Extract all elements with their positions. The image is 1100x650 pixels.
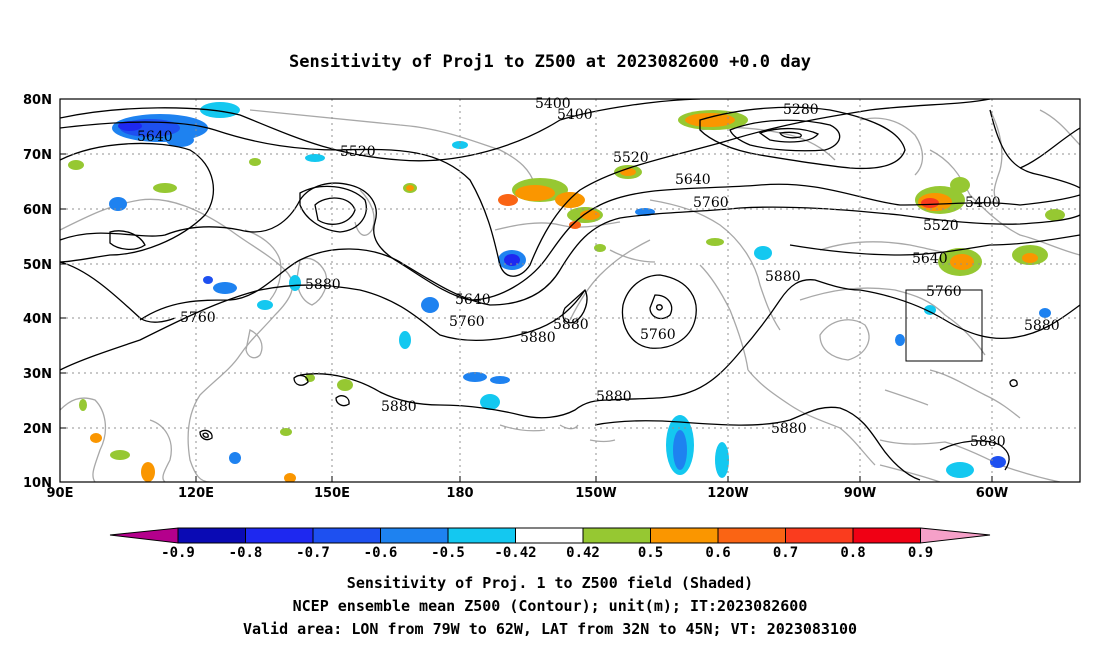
- contour-label: 5880: [520, 330, 556, 346]
- contour-label: 5880: [970, 434, 1006, 450]
- caption-line-1: Sensitivity of Proj. 1 to Z500 field (Sh…: [347, 574, 753, 592]
- lon-label: 90W: [844, 486, 876, 501]
- colorbar-swatch: [245, 527, 314, 544]
- contour-label: 5640: [912, 251, 948, 267]
- map-frame: [59, 98, 1081, 483]
- colorbar-label: 0.42: [566, 545, 600, 561]
- colorbar-label: -0.7: [296, 545, 330, 561]
- coastlines: [60, 109, 1080, 482]
- lat-label: 20N: [23, 422, 52, 437]
- colorbar-swatch: [717, 527, 786, 544]
- contour-label: 5880: [1024, 318, 1060, 334]
- colorbar-right-arrow: [920, 527, 991, 544]
- colorbar-swatch: [380, 527, 449, 544]
- lon-label: 90E: [47, 486, 74, 501]
- colorbar-swatch: [852, 527, 921, 544]
- graticule: [60, 99, 1080, 482]
- contour-label: 5520: [613, 150, 649, 166]
- contour-label: 5400: [557, 107, 593, 123]
- colorbar-label: 0.6: [705, 545, 730, 561]
- contour-label: 5400: [965, 195, 1001, 211]
- lon-label: 180: [446, 486, 473, 501]
- lat-label: 80N: [23, 93, 52, 108]
- contour-label: 5760: [449, 314, 485, 330]
- contour-label: 5880: [381, 399, 417, 415]
- colorbar-label: 0.5: [638, 545, 663, 561]
- contour-label: 5760: [180, 310, 216, 326]
- colorbar-swatch: [312, 527, 381, 544]
- contour-label: 5400: [535, 96, 571, 112]
- map-area: 5400 5400 5280 5640 5520 5520 5640 5760 …: [23, 93, 1081, 501]
- colorbar-swatch: [785, 527, 854, 544]
- lon-label: 120E: [178, 486, 214, 501]
- contour-label: 5520: [923, 218, 959, 234]
- lon-label: 150W: [575, 486, 616, 501]
- colorbar-label: -0.42: [494, 545, 536, 561]
- contour-label: 5880: [765, 269, 801, 285]
- colorbar-label: 0.7: [773, 545, 798, 561]
- caption-line-3: Valid area: LON from 79W to 62W, LAT fro…: [243, 620, 857, 638]
- lon-label: 60W: [976, 486, 1008, 501]
- colorbar-label: -0.6: [364, 545, 398, 561]
- contour-label: 5760: [926, 284, 962, 300]
- lat-label: 10N: [23, 476, 52, 491]
- lat-label: 40N: [23, 312, 52, 327]
- lat-label: 60N: [23, 203, 52, 218]
- figure-title: Sensitivity of Proj1 to Z500 at 20230826…: [289, 52, 811, 72]
- colorbar-swatch: [515, 527, 584, 544]
- contour-label: 5880: [305, 277, 341, 293]
- lat-label: 30N: [23, 367, 52, 382]
- contour-labels: 5400 5400 5280 5640 5520 5520 5640 5760 …: [137, 96, 1060, 450]
- lat-label: 70N: [23, 148, 52, 163]
- contour-label: 5760: [640, 327, 676, 343]
- contour-label: 5640: [455, 292, 491, 308]
- contour-label: 5520: [340, 144, 376, 160]
- colorbar-swatch: [177, 527, 246, 544]
- colorbar-label: -0.8: [229, 545, 263, 561]
- colorbar-left-arrow: [109, 527, 179, 544]
- caption: Sensitivity of Proj. 1 to Z500 field (Sh…: [243, 574, 857, 638]
- lon-label: 120W: [707, 486, 748, 501]
- colorbar-label: 0.9: [908, 545, 933, 561]
- contour-label: 5280: [783, 102, 819, 118]
- longitude-labels: 90E 120E 150E 180 150W 120W 90W 60W: [47, 486, 1009, 501]
- lat-label: 50N: [23, 258, 52, 273]
- colorbar-label: -0.9: [161, 545, 195, 561]
- caption-line-2: NCEP ensemble mean Z500 (Contour); unit(…: [293, 597, 808, 615]
- contour-label: 5640: [675, 172, 711, 188]
- sensitivity-shading: [68, 102, 1065, 482]
- valid-area-box: [905, 289, 983, 362]
- contour-label: 5880: [553, 317, 589, 333]
- colorbar-swatch: [650, 527, 719, 544]
- latitude-labels: 80N 70N 60N 50N 40N 30N 20N 10N: [23, 93, 52, 491]
- colorbar: -0.9 -0.8 -0.7 -0.6 -0.5 -0.42 0.42 0.5 …: [109, 527, 991, 561]
- colorbar-swatch: [582, 527, 651, 544]
- colorbar-swatch: [447, 527, 516, 544]
- lon-label: 150E: [314, 486, 350, 501]
- colorbar-label: 0.8: [840, 545, 865, 561]
- contour-label: 5640: [137, 129, 173, 145]
- z500-contours: [60, 99, 1080, 481]
- contour-label: 5880: [771, 421, 807, 437]
- contour-label: 5880: [596, 389, 632, 405]
- axis-ticks: [59, 98, 993, 483]
- contour-label: 5760: [693, 195, 729, 211]
- colorbar-label: -0.5: [431, 545, 465, 561]
